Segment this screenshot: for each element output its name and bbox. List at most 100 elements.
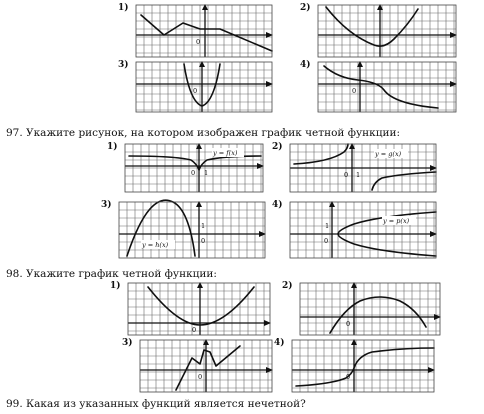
origin-label: 0 [352,87,356,95]
y-arrow-icon [203,339,209,345]
function-curve [140,14,273,52]
y-arrow-icon [357,61,363,67]
origin-label: 0 [193,87,197,95]
x-arrow-icon [257,163,264,169]
grid [119,202,265,258]
origin-label: 0 [346,373,350,381]
function-curve [175,345,241,391]
origin-label: 0 [324,237,328,245]
grid [318,62,456,112]
graph-svg: 0 [139,339,273,393]
x-arrow-icon [266,81,273,87]
graph-panel-98-1: 1) 0 [110,281,272,336]
grid [136,62,272,112]
function-curve [323,65,439,109]
grid [292,340,434,392]
function-curve [295,347,435,387]
origin-label: 0 [196,38,200,46]
origin-label: 0 [191,169,195,177]
graph-panel-98-4: 4) 0 [274,338,436,393]
origin-label: 0 [192,326,196,334]
x-arrow-icon [430,231,437,237]
y-arrow-icon [197,282,203,288]
x-arrow-icon [266,367,273,373]
y-arrow-icon [351,339,357,345]
panel-number: 4) [300,60,311,70]
x-arrow-icon [430,165,437,171]
graph-svg: 0 [317,61,457,113]
x-arrow-icon [264,320,271,326]
panel-number: 4) [272,200,283,210]
grid [318,5,456,57]
y-arrow-icon [196,143,202,149]
grid [300,283,440,335]
panel-number: 2) [272,142,283,152]
panel-number: 3) [118,60,129,70]
y-arrow-icon [377,4,383,10]
graph-panel-98-2: 2) 0 [282,281,442,336]
graph-panel-97-4: 4) y = p(x) 0 1 [272,200,438,259]
panel-number: 2) [282,281,293,291]
x-arrow-icon [259,231,266,237]
panel-number: 3) [122,338,133,348]
graph-panel-2: 2) [300,3,458,58]
graph-svg: y = h(x) 0 1 [118,199,266,259]
graph-panel-97-1: 1) y = f(x) 0 1 [107,142,265,193]
tick-x-label: 1 [356,171,360,179]
origin-label: 0 [344,171,348,179]
panel-number: 4) [274,338,285,348]
question-97: 97. Укажите рисунок, на котором изображе… [6,127,400,139]
function-curve [325,6,419,47]
function-curve-left [293,143,349,165]
graph-svg: 0 [291,339,435,393]
tick-y-label: 1 [201,222,205,230]
panel-number: 1) [110,281,121,291]
function-label: y = h(x) [141,241,169,249]
y-arrow-icon [329,201,335,207]
x-arrow-icon [266,32,273,38]
function-curve-right [371,171,437,191]
y-arrow-icon [196,201,202,207]
graph-svg: y = f(x) 0 1 [124,143,264,193]
graph-svg: 0 [135,61,273,113]
y-arrow-icon [351,282,357,288]
grid [136,5,272,57]
x-arrow-icon [450,32,457,38]
grid [290,202,436,258]
y-arrow-icon [349,143,355,149]
graph-panel-97-2: 2) y = g(x) 0 1 [272,142,438,193]
panel-number: 3) [101,200,112,210]
question-99: 99. Какая из указанных функций является … [6,398,306,410]
x-arrow-icon [434,314,441,320]
graph-svg: 0 [127,282,271,336]
function-curve [337,211,437,257]
function-curve [329,296,427,334]
graph-svg: 0 [135,4,273,58]
question-98: 98. Укажите график четной функции: [6,268,217,280]
origin-label: 0 [198,373,202,381]
y-arrow-icon [202,4,208,10]
tick-x-label: 1 [204,169,208,177]
y-arrow-icon [199,61,205,67]
graph-svg: y = g(x) 0 1 [289,143,437,193]
graph-panel-4: 4) 0 [300,60,458,113]
grid [128,283,270,335]
graph-svg: 0 [299,282,441,336]
x-arrow-icon [428,367,435,373]
function-curve [183,63,221,107]
panel-number: 1) [107,142,118,152]
graph-panel-98-3: 3) 0 [122,338,274,393]
graph-panel-1: 1) 0 [118,3,274,58]
graph-panel-3: 3) 0 [118,60,274,113]
x-arrow-icon [450,81,457,87]
function-label: y = p(x) [382,217,410,225]
function-label: y = g(x) [374,150,402,158]
graph-svg: y = p(x) 0 1 [289,201,437,259]
panel-number: 2) [300,3,311,13]
tick-y-label: 1 [325,222,329,230]
function-curve [147,286,255,326]
origin-label: 0 [201,237,205,245]
function-label: y = f(x) [212,149,238,157]
graph-svg [317,4,457,58]
panel-number: 1) [118,3,129,13]
